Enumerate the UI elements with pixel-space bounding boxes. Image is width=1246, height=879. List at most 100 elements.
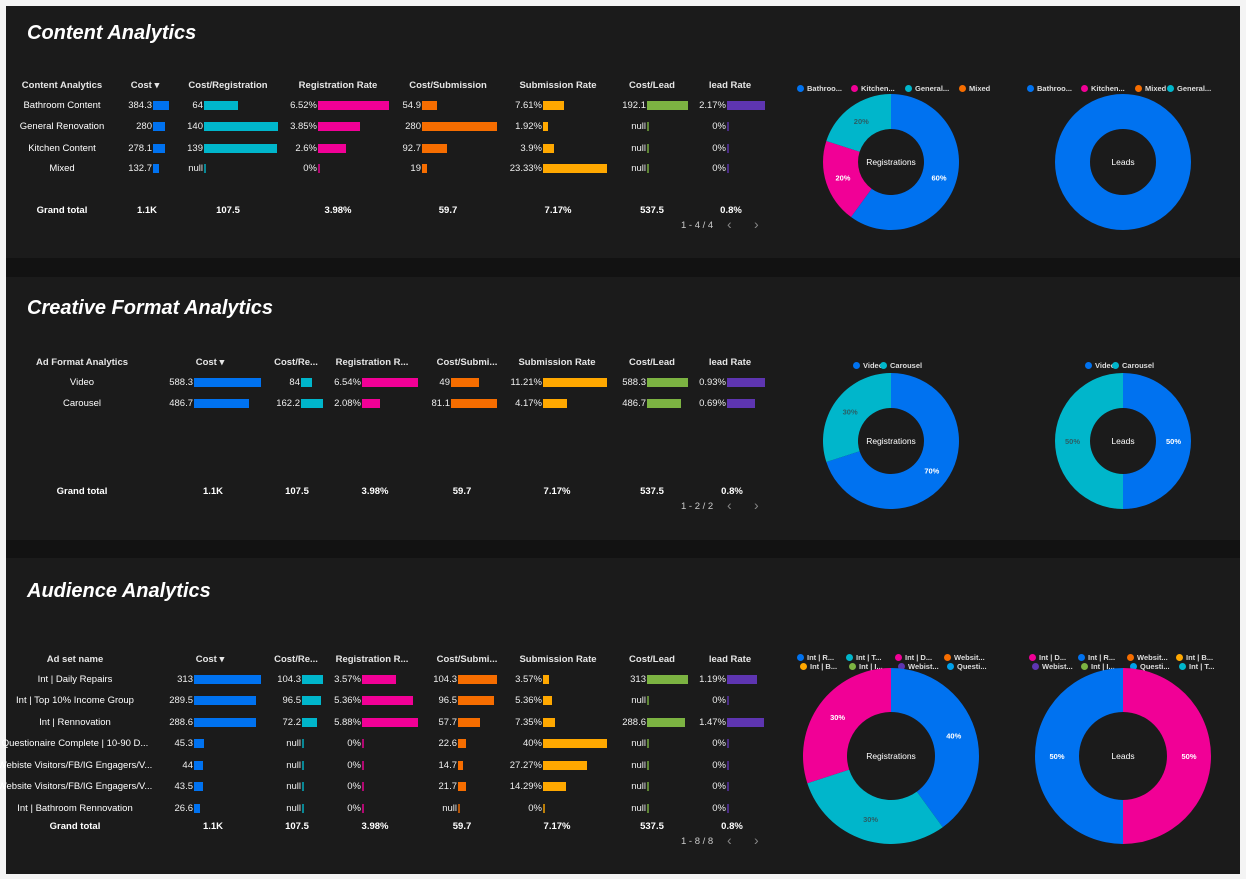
legend-item[interactable]: Int | I...	[849, 662, 883, 671]
legend-item[interactable]: Video	[1085, 361, 1115, 370]
row-name[interactable]: Video	[69, 377, 95, 388]
prev-page-icon[interactable]: ‹	[727, 216, 732, 232]
legend-item[interactable]: Int | B...	[800, 662, 837, 671]
legend-swatch	[898, 663, 905, 670]
column-header[interactable]: Cost ▾	[130, 80, 160, 91]
legend-item[interactable]: Mixed	[959, 84, 990, 93]
legend-label: Int | T...	[1189, 662, 1215, 671]
legend-label: Carousel	[1122, 361, 1155, 370]
column-header[interactable]: Cost ▾	[195, 654, 225, 665]
row-name[interactable]: Int | Rennovation	[39, 717, 111, 728]
column-header: Registration R...	[335, 654, 409, 665]
legend-item[interactable]: Bathroo...	[1027, 84, 1072, 93]
donut-slice	[1123, 668, 1211, 844]
row-name[interactable]: Int | Top 10% Income Group	[16, 695, 134, 706]
slice-percent-label: 50%	[1049, 752, 1064, 761]
legend-label: Video	[863, 361, 884, 370]
legend-item[interactable]: Kitchen...	[851, 84, 895, 93]
row-name[interactable]: General Renovation	[19, 121, 105, 132]
grand-total-value: Grand total	[56, 486, 108, 497]
slice-percent-label: 20%	[854, 117, 869, 126]
legend-item[interactable]: Mixed	[1135, 84, 1166, 93]
cell-bar	[647, 675, 688, 684]
cell-bar	[422, 101, 437, 110]
next-page-icon[interactable]: ›	[754, 497, 759, 513]
legend-item[interactable]: Websit...	[944, 653, 985, 662]
cell-value: 588.3	[169, 377, 193, 388]
cell-value: 0%	[712, 803, 726, 814]
legend-swatch	[1112, 362, 1119, 369]
legend-swatch	[1078, 654, 1085, 661]
legend-item[interactable]: Websit...	[1127, 653, 1168, 662]
legend-item[interactable]: Int | R...	[1078, 653, 1115, 662]
cell-bar	[362, 378, 418, 387]
row-name[interactable]: Webiste Visitors/FB/IG Engagers/V...	[0, 760, 153, 771]
cell-bar	[647, 399, 681, 408]
legend-item[interactable]: Int | B...	[1176, 653, 1213, 662]
cell-bar	[318, 122, 360, 131]
cell-bar	[362, 739, 364, 748]
row-name[interactable]: Int | Daily Repairs	[37, 674, 113, 685]
cell-value: 192.1	[622, 100, 646, 111]
legend-swatch	[1179, 663, 1186, 670]
cell-bar	[458, 761, 464, 770]
legend-label: Bathroo...	[1037, 84, 1072, 93]
next-page-icon[interactable]: ›	[754, 216, 759, 232]
row-name[interactable]: Carousel	[62, 398, 102, 409]
legend-item[interactable]: Carousel	[880, 361, 922, 370]
cell-value: 0%	[347, 803, 361, 814]
row-name[interactable]: Bathroom Content	[23, 100, 101, 111]
row-name[interactable]: Questionaire Complete | 10-90 D...	[1, 738, 149, 749]
cell-value: 289.5	[169, 695, 193, 706]
legend-item[interactable]: Int | D...	[895, 653, 932, 662]
pagination-label: 1 - 2 / 2	[681, 501, 714, 512]
cell-value: 27.27%	[509, 760, 542, 771]
legend-item[interactable]: Webist...	[1032, 662, 1073, 671]
column-header[interactable]: Cost ▾	[195, 357, 225, 368]
cell-value: 4.17%	[515, 398, 542, 409]
legend-item[interactable]: Questi...	[1130, 662, 1170, 671]
legend-item[interactable]: Carousel	[1112, 361, 1154, 370]
legend-item[interactable]: Int | I...	[1081, 662, 1115, 671]
cell-bar	[302, 718, 317, 727]
cell-value: 54.9	[402, 100, 422, 111]
row-name[interactable]: Website Visitors/FB/IG Engagers/V...	[0, 781, 153, 792]
legend-item[interactable]: Webist...	[898, 662, 939, 671]
cell-bar	[647, 378, 688, 387]
prev-page-icon[interactable]: ‹	[727, 497, 732, 513]
next-page-icon[interactable]: ›	[754, 832, 759, 848]
cell-bar	[543, 144, 554, 153]
column-header: Submission Rate	[519, 654, 597, 665]
cell-bar	[543, 782, 566, 791]
legend-item[interactable]: Int | T...	[1179, 662, 1214, 671]
legend-item[interactable]: General...	[905, 84, 949, 93]
grand-total-value: Grand total	[36, 205, 88, 216]
cell-value: 2.6%	[295, 143, 317, 154]
legend-item[interactable]: Kitchen...	[1081, 84, 1125, 93]
legend-item[interactable]: Bathroo...	[797, 84, 842, 93]
legend-item[interactable]: Int | T...	[846, 653, 881, 662]
cell-value: 313	[177, 674, 193, 685]
slice-percent-label: 40%	[946, 732, 961, 741]
row-name[interactable]: Kitchen Content	[28, 143, 96, 154]
legend-swatch	[1176, 654, 1183, 661]
cell-value: 21.7	[438, 781, 458, 792]
legend-item[interactable]: General...	[1167, 84, 1211, 93]
cell-bar	[451, 378, 479, 387]
cell-bar	[318, 164, 320, 173]
cell-bar	[727, 164, 729, 173]
cell-value: 0%	[347, 781, 361, 792]
cell-bar	[302, 675, 323, 684]
cell-bar	[727, 718, 764, 727]
row-name[interactable]: Int | Bathroom Rennovation	[17, 803, 133, 814]
legend-item[interactable]: Video	[853, 361, 883, 370]
legend-item[interactable]: Int | D...	[1029, 653, 1066, 662]
column-header: Cost/Submi...	[436, 357, 498, 368]
legend-item[interactable]: Int | R...	[797, 653, 834, 662]
legend-swatch	[1081, 663, 1088, 670]
column-header: Registration R...	[335, 357, 409, 368]
donut-slice	[1123, 373, 1191, 509]
prev-page-icon[interactable]: ‹	[727, 832, 732, 848]
row-name[interactable]: Mixed	[49, 163, 75, 174]
legend-item[interactable]: Questi...	[947, 662, 987, 671]
